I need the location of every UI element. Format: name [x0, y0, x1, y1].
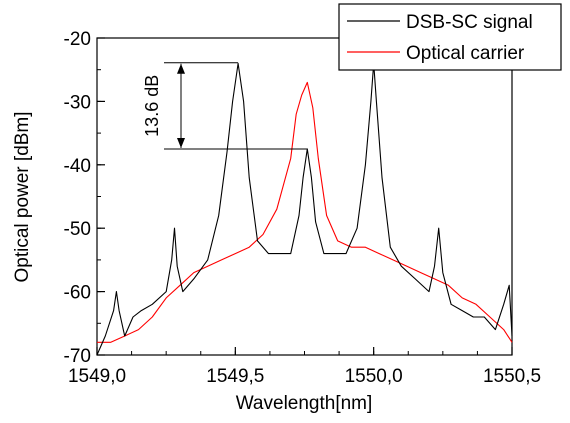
y-tick-label: -60: [64, 283, 91, 304]
x-tick-label: 1550,5: [483, 366, 541, 387]
annotation-layer: 13.6 dB: [142, 62, 308, 150]
series-layer: [96, 62, 513, 356]
y-tick-label: -40: [64, 156, 91, 177]
annotation-arrowhead-down: [177, 137, 185, 148]
y-tick-label: -20: [64, 29, 91, 50]
legend: DSB-SC signal Optical carrier: [338, 3, 562, 71]
legend-label-carrier: Optical carrier: [406, 43, 525, 64]
y-tick-label: -50: [64, 219, 91, 240]
x-tick-label: 1549,5: [206, 366, 264, 387]
x-tick-label: 1550,0: [345, 366, 403, 387]
x-axis-label: Wavelength[nm]: [236, 393, 373, 414]
y-tick-label: -30: [64, 92, 91, 113]
series-line-0: [96, 62, 513, 356]
x-tick-label: 1549,0: [68, 366, 126, 387]
legend-label-dsb: DSB-SC signal: [406, 12, 533, 33]
axes-layer: 1549,0 1549,5 1550,0 1550,5 -70 -60 -50 -40 -30 -…: [64, 29, 542, 387]
legend-box: [338, 3, 562, 71]
y-tick-label: -70: [64, 346, 91, 367]
annotation-label: 13.6 dB: [142, 75, 162, 137]
series-line-1: [97, 81, 513, 343]
y-axis-label: Optical power [dBm]: [12, 111, 33, 282]
annotation-arrowhead-up: [177, 63, 185, 74]
